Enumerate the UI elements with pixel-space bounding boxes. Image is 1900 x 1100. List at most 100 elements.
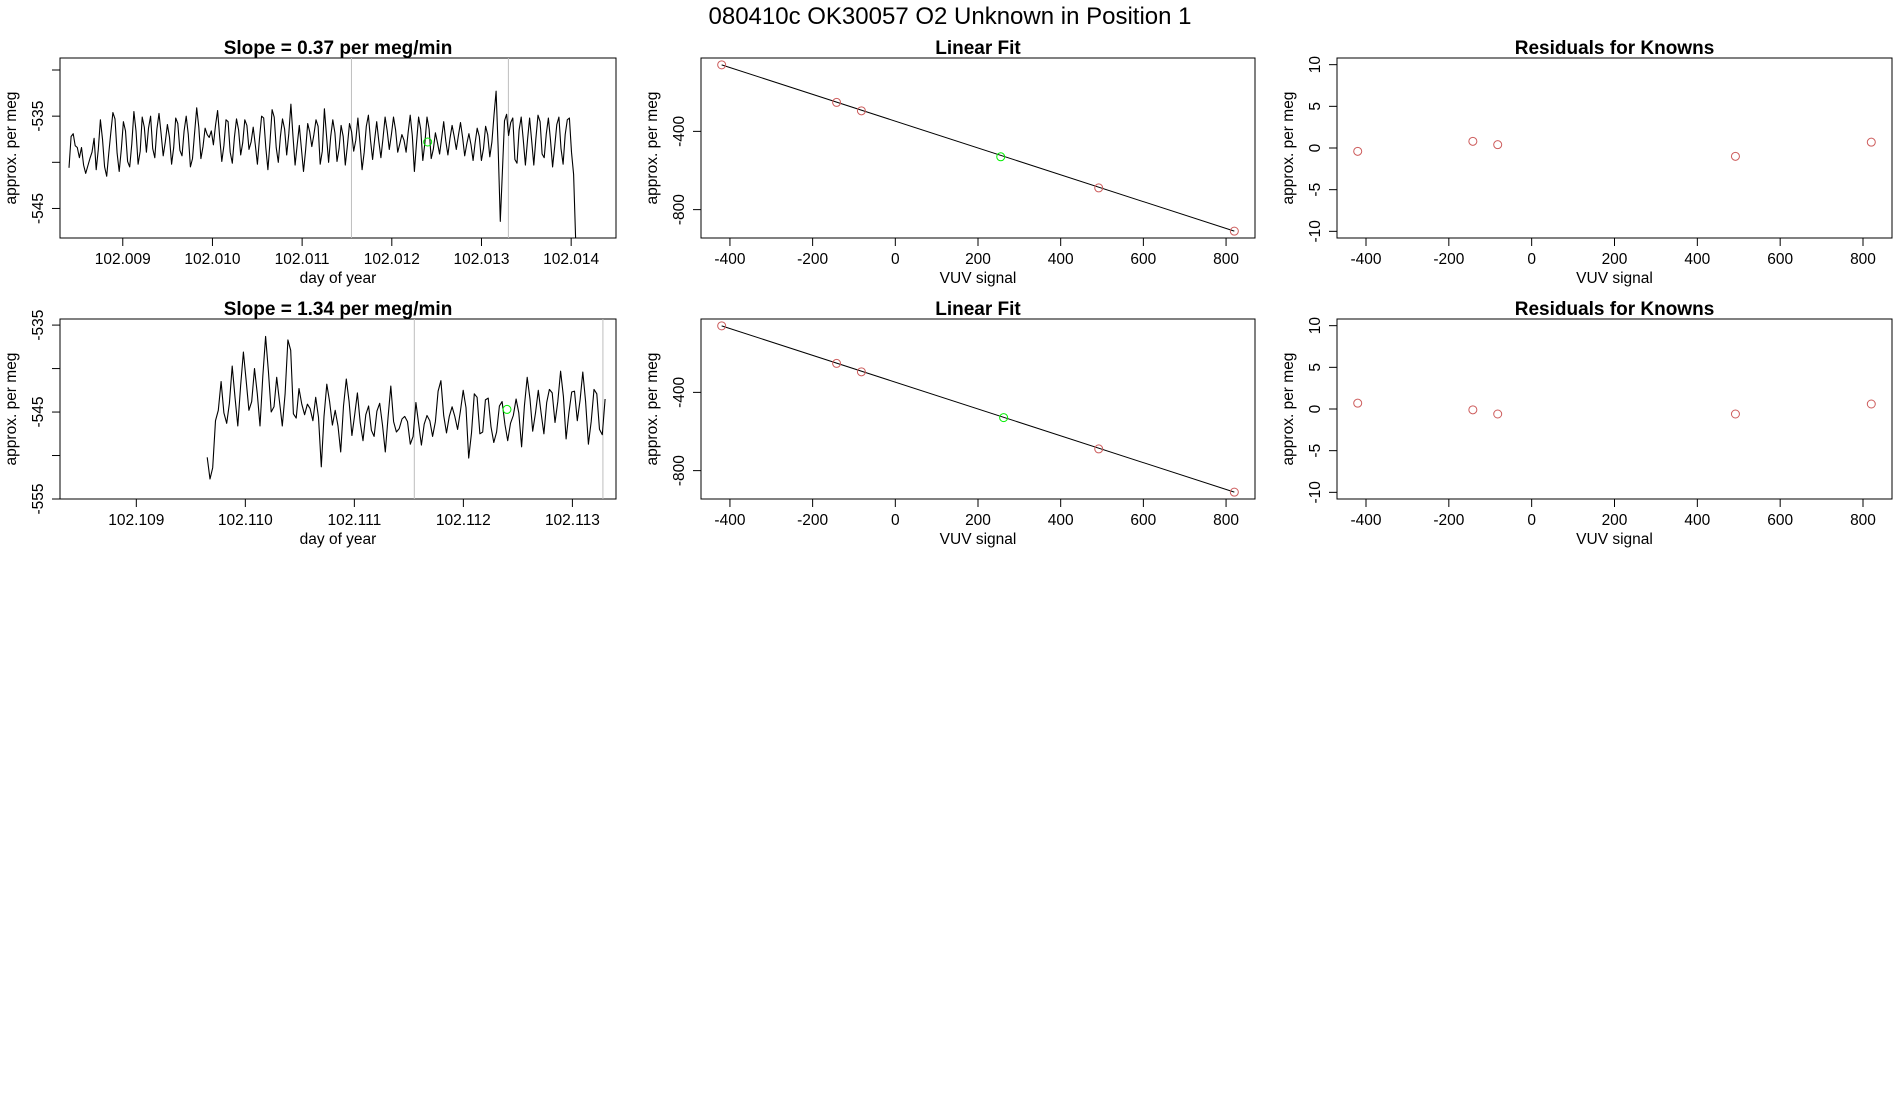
known-point (1730, 409, 1740, 419)
x-tick-label: 800 (1213, 512, 1239, 529)
y-axis-label: approx. per meg (1280, 92, 1297, 205)
x-tick-label: 400 (1048, 512, 1074, 529)
x-tick-label: -200 (1433, 512, 1464, 529)
x-tick-label: 600 (1767, 512, 1793, 529)
x-tick-label: 0 (891, 512, 900, 529)
y-tick-label: 0 (1307, 143, 1324, 152)
y-tick-label: -5 (1307, 444, 1324, 458)
fit-line (721, 325, 1235, 493)
y-tick-label: 10 (1307, 56, 1324, 74)
y-tick-label: -10 (1307, 220, 1324, 243)
x-axis-label: day of year (300, 531, 377, 548)
x-tick-label: 600 (1130, 251, 1156, 268)
x-axis-label: VUV signal (940, 270, 1017, 287)
y-tick-label: -400 (671, 115, 688, 146)
chart-title: Residuals for Knowns (1515, 299, 1715, 320)
series-line (68, 90, 577, 238)
x-axis-label: day of year (300, 270, 377, 287)
known-point (856, 106, 866, 116)
x-tick-label: 800 (1213, 251, 1239, 268)
y-tick-label: -535 (30, 310, 47, 341)
known-point (1094, 444, 1104, 454)
chart-panel-4: Slope = 1.34 per meg/min 102.109 102.110 10… (3, 299, 617, 548)
x-axis-label: VUV signal (1576, 531, 1653, 548)
x-tick-label: 200 (965, 512, 991, 529)
y-tick-label: -535 (30, 101, 47, 132)
plot-data-area (1353, 398, 1876, 419)
x-tick-label: -400 (714, 251, 745, 268)
x-tick-label: -200 (797, 251, 828, 268)
plot-data-area (717, 321, 1239, 497)
chart-panel-1: Slope = 0.37 per meg/min 102.009 102.010 10… (3, 38, 617, 287)
known-point (832, 358, 842, 368)
x-tick-label: 400 (1684, 251, 1710, 268)
plot-data-area (206, 319, 606, 499)
known-point (717, 321, 727, 331)
known-point (1468, 136, 1478, 146)
known-point (1094, 183, 1104, 193)
series-line (206, 335, 606, 480)
known-point (1730, 151, 1740, 161)
y-tick-label: -10 (1307, 481, 1324, 504)
known-point (1229, 487, 1239, 497)
x-tick-label: -200 (797, 512, 828, 529)
x-tick-label: -400 (1350, 512, 1381, 529)
known-point (1866, 399, 1876, 409)
y-tick-label: 5 (1307, 102, 1324, 111)
known-point (1353, 146, 1363, 156)
x-tick-label: 102.110 (218, 512, 273, 529)
x-tick-label: 400 (1684, 512, 1710, 529)
y-tick-label: -800 (671, 194, 688, 225)
y-axis-label: approx. per meg (1280, 353, 1297, 466)
plot-frame (1336, 318, 1893, 500)
y-tick-label: -800 (671, 455, 688, 486)
known-point (1229, 226, 1239, 236)
y-axis-label: approx. per meg (3, 353, 20, 466)
page-title: 080410c OK30057 O2 Unknown in Position 1 (708, 3, 1192, 30)
chart-panel-3: Residuals for Knowns -400 -200 0 200 400 600 80… (1280, 38, 1893, 287)
x-tick-label: 102.112 (436, 512, 491, 529)
chart-panel-5: Linear Fit -400 -200 0 200 400 600 800 -400 -800 V… (644, 299, 1256, 548)
x-tick-label: -400 (1350, 251, 1381, 268)
unknown-point (999, 413, 1009, 423)
x-tick-label: 800 (1850, 251, 1876, 268)
x-axis-label: VUV signal (1576, 270, 1653, 287)
x-tick-label: 102.011 (275, 251, 330, 268)
chart-title: Linear Fit (935, 299, 1021, 320)
x-tick-label: 400 (1048, 251, 1074, 268)
x-tick-label: 800 (1850, 512, 1876, 529)
x-tick-label: 102.111 (327, 512, 381, 529)
chart-title: Slope = 0.37 per meg/min (224, 38, 453, 59)
x-tick-label: 0 (891, 251, 900, 268)
plot-frame (1336, 57, 1893, 239)
chart-title: Slope = 1.34 per meg/min (224, 299, 453, 320)
x-tick-label: 102.014 (543, 251, 599, 268)
y-tick-label: -545 (30, 193, 47, 224)
x-tick-label: 200 (965, 251, 991, 268)
y-tick-label: 10 (1307, 317, 1324, 335)
x-tick-label: 200 (1602, 512, 1628, 529)
known-point (1493, 409, 1503, 419)
chart-panel-6: Residuals for Knowns -400 -200 0 200 400 600 80… (1280, 299, 1893, 548)
y-axis-label: approx. per meg (3, 92, 20, 205)
x-tick-label: 102.009 (95, 251, 151, 268)
x-tick-label: 600 (1130, 512, 1156, 529)
x-tick-label: 102.109 (108, 512, 164, 529)
plot-frame (59, 57, 617, 239)
chart-title: Residuals for Knowns (1515, 38, 1715, 59)
chart-title: Linear Fit (935, 38, 1021, 59)
fit-line (721, 64, 1235, 232)
x-tick-label: 102.013 (453, 251, 509, 268)
known-point (1353, 398, 1363, 408)
y-tick-label: 0 (1307, 404, 1324, 413)
y-tick-label: -545 (30, 397, 47, 428)
y-tick-label: -400 (671, 376, 688, 407)
plot-data-area (68, 58, 577, 238)
x-tick-label: 102.010 (184, 251, 240, 268)
known-point (832, 97, 842, 107)
unknown-point (996, 152, 1006, 162)
known-point (856, 367, 866, 377)
x-tick-label: 0 (1527, 251, 1536, 268)
plot-data-area (717, 60, 1239, 236)
